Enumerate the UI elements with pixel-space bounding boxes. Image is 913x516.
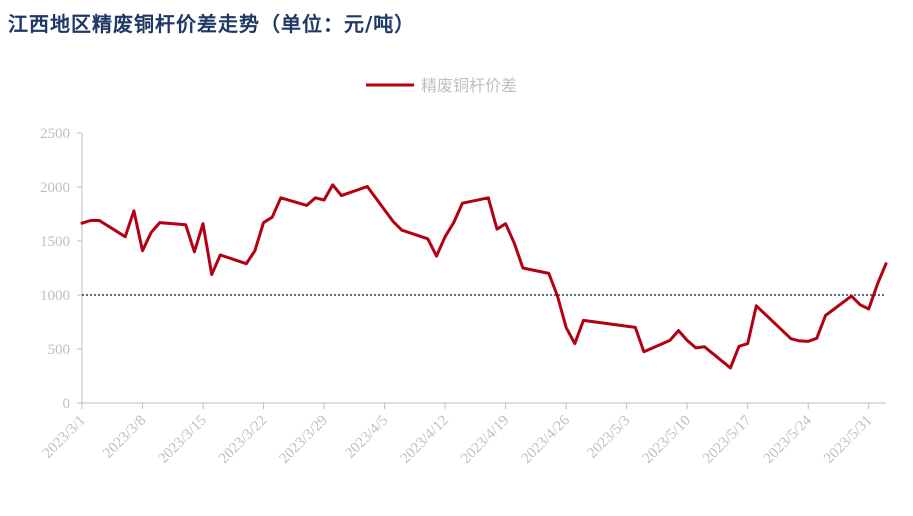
y-tick-label: 1000: [40, 288, 70, 304]
data-point: [392, 220, 395, 223]
data-point: [737, 345, 741, 348]
data-point: [504, 222, 507, 225]
data-point: [426, 237, 429, 240]
data-point: [729, 366, 732, 370]
x-tick-label: 2023/5/17: [700, 412, 755, 467]
data-point: [210, 273, 213, 276]
data-point: [305, 204, 308, 207]
data-point: [547, 272, 550, 275]
data-point: [876, 283, 879, 286]
data-point: [487, 196, 490, 199]
x-tick-label: 2023/5/24: [761, 412, 816, 467]
y-tick-label: 1500: [40, 234, 70, 250]
data-point: [340, 194, 343, 197]
data-point: [80, 222, 84, 225]
data-point: [746, 342, 749, 345]
data-point: [201, 222, 205, 225]
data-point: [193, 250, 196, 253]
data-point: [686, 339, 689, 342]
x-tick-label: 2023/4/12: [398, 413, 452, 467]
data-point: [400, 229, 404, 232]
data-point: [245, 262, 248, 265]
chart-title: 江西地区精废铜杆价差走势（单位：元/吨）: [8, 12, 416, 36]
data-point: [807, 340, 810, 343]
x-tick-label: 2023/3/22: [216, 413, 270, 467]
data-point: [219, 253, 222, 257]
data-point: [98, 219, 101, 222]
series-line: [80, 183, 888, 370]
data-point: [668, 339, 672, 342]
data-point: [677, 329, 680, 332]
y-tick-label: 500: [48, 342, 71, 358]
y-tick-label: 2000: [40, 180, 70, 196]
data-point: [314, 196, 317, 199]
data-point: [521, 266, 525, 270]
x-tick-label: 2023/4/26: [519, 412, 574, 467]
data-point: [789, 337, 793, 340]
data-point: [884, 262, 888, 265]
data-point: [867, 307, 870, 311]
legend: 精废铜杆价差: [366, 76, 517, 95]
data-point: [564, 326, 568, 329]
y-axis: 0 500 1000 1500 2000 2500: [40, 126, 83, 412]
x-tick-label: 2023/5/31: [821, 413, 875, 467]
data-point: [556, 294, 559, 298]
x-tick-label: 2023/4/19: [458, 413, 512, 467]
data-point: [366, 185, 369, 188]
data-point: [89, 219, 92, 222]
data-point: [694, 346, 697, 350]
data-point: [858, 303, 862, 306]
x-tick-label: 2023/5/10: [640, 413, 694, 467]
data-point: [322, 198, 326, 202]
data-point: [461, 202, 464, 205]
data-point: [755, 304, 758, 307]
data-point: [582, 319, 585, 322]
x-tick-label: 2023/4/5: [342, 413, 391, 462]
data-point: [642, 350, 646, 353]
data-point: [452, 221, 455, 224]
data-point: [815, 337, 818, 340]
data-point: [824, 314, 827, 317]
data-point: [573, 342, 576, 345]
data-point: [184, 223, 187, 226]
x-tick-label: 2023/5/3: [584, 413, 633, 462]
data-point: [443, 235, 447, 238]
data-point: [703, 345, 706, 348]
x-axis: 2023/3/1 2023/3/8 2023/3/15 2023/3/22 2023/3…: [40, 402, 886, 467]
x-tick-label: 2023/3/1: [40, 413, 89, 462]
data-point: [141, 249, 144, 252]
data-point: [262, 221, 265, 224]
y-tick-label: 2500: [40, 126, 70, 142]
data-point: [124, 235, 127, 238]
data-point: [798, 339, 801, 343]
data-point: [158, 221, 161, 224]
x-tick-label: 2023/3/29: [277, 413, 331, 467]
data-point: [132, 209, 136, 212]
y-tick-label: 0: [63, 396, 71, 412]
data-point: [495, 227, 499, 231]
data-point: [279, 196, 282, 199]
x-tick-label: 2023/3/8: [100, 413, 149, 462]
x-tick-label: 2023/3/15: [156, 413, 210, 467]
data-point: [150, 231, 153, 234]
data-point: [634, 326, 637, 329]
plot-area: [80, 183, 888, 370]
legend-label: 精废铜杆价差: [421, 76, 517, 95]
data-point: [850, 294, 853, 298]
data-point: [253, 249, 257, 252]
data-point: [513, 242, 516, 245]
data-point: [435, 254, 438, 258]
data-point: [271, 216, 274, 219]
data-point: [331, 183, 334, 186]
